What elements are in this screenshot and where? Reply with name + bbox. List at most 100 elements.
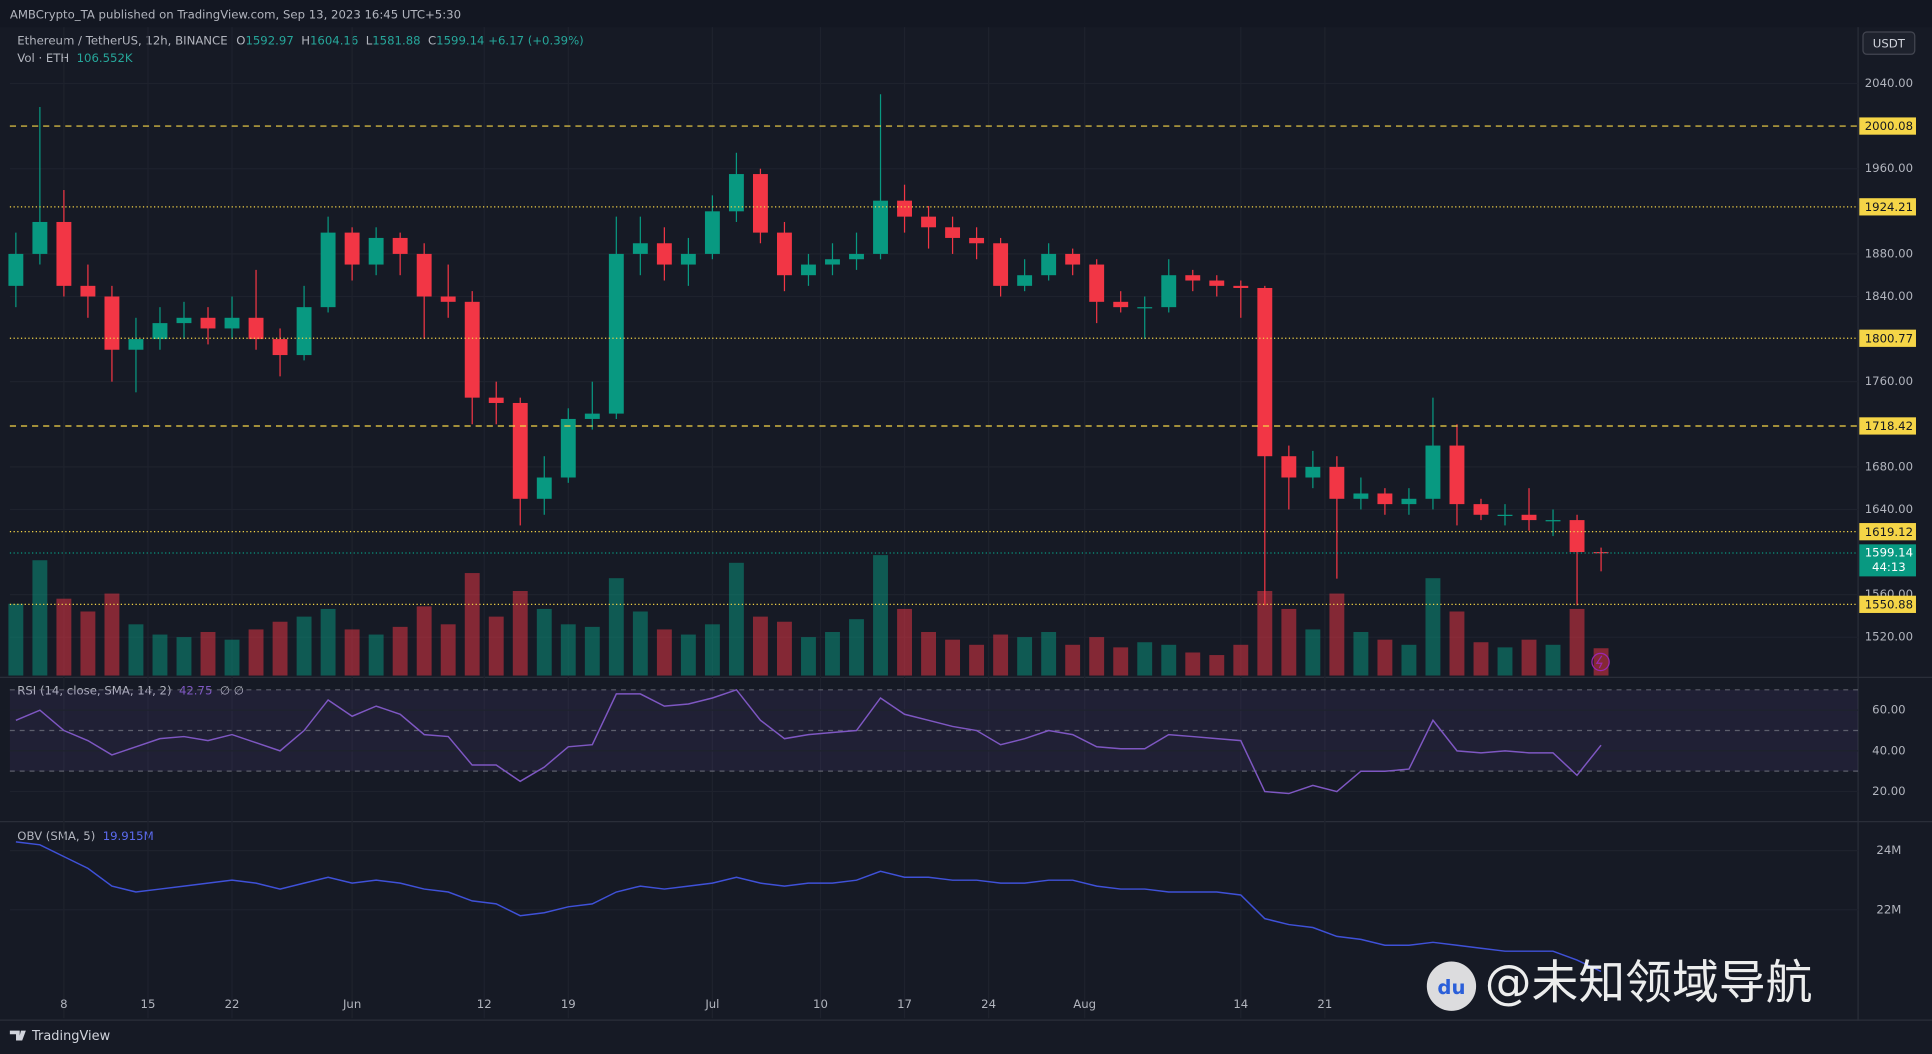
candle-body	[921, 216, 937, 228]
candle-body	[704, 211, 720, 254]
level-tag	[1859, 329, 1916, 347]
y-tick-label: 1520.00	[1865, 630, 1913, 644]
y-tick-label: 2040.00	[1865, 76, 1913, 90]
candle-body	[464, 301, 480, 398]
x-tick-label: 14	[1233, 997, 1248, 1011]
candle-body	[1593, 552, 1609, 554]
y-tick-label: 1760.00	[1865, 374, 1913, 388]
volume-bar	[801, 637, 816, 676]
x-tick-label: 24	[981, 997, 996, 1011]
ohlc-key: L	[366, 33, 373, 47]
volume-bar	[1209, 655, 1225, 676]
volume-bar	[849, 619, 864, 676]
x-tick-label: 21	[1317, 997, 1332, 1011]
volume-bar	[1473, 642, 1489, 676]
volume-bar	[56, 598, 72, 676]
candle-body	[104, 296, 120, 350]
volume-bar	[680, 634, 696, 676]
last-price-label: 1599.14	[1865, 545, 1913, 559]
candle-body	[1137, 307, 1153, 309]
candle-body	[1401, 498, 1417, 505]
volume-bar	[1065, 644, 1081, 676]
volume-bar	[752, 616, 768, 676]
candle-body	[296, 307, 312, 356]
level-tag	[1859, 198, 1916, 216]
alert-icon[interactable]	[1591, 652, 1610, 672]
rsi-legend: RSI (14, close, SMA, 14, 2) 42.75 ∅ ∅	[17, 683, 244, 697]
volume-bar	[1377, 639, 1393, 676]
volume-bar	[632, 611, 648, 676]
volume-title: Vol · ETH	[17, 50, 69, 64]
volume-bar	[344, 629, 360, 676]
y-tick-label: 22M	[1876, 902, 1901, 916]
candle-body	[1209, 280, 1225, 286]
volume-bar	[1017, 637, 1033, 676]
ohlc-key: C	[428, 33, 436, 47]
volume-bar	[704, 624, 720, 676]
volume-bar	[536, 608, 552, 676]
candle-body	[584, 413, 600, 419]
candle-body	[1497, 514, 1513, 517]
volume-bar	[1161, 644, 1177, 676]
level-label: 1619.12	[1865, 525, 1913, 539]
volume-bar	[464, 573, 480, 676]
volume-bar	[224, 639, 240, 676]
currency-button[interactable]	[1862, 31, 1916, 55]
top-bar	[0, 0, 1932, 28]
currency-label[interactable]: USDT	[1873, 36, 1906, 50]
countdown-label: 44:13	[1872, 560, 1906, 574]
volume-bar	[873, 555, 888, 676]
candle-body	[1065, 253, 1081, 265]
volume-bar	[728, 562, 744, 676]
level-tag	[1859, 417, 1916, 435]
candle-body	[440, 296, 456, 302]
volume-value: 106.552K	[77, 50, 133, 64]
volume-bar	[560, 624, 576, 676]
volume-bar	[80, 611, 96, 676]
volume-bar	[1521, 639, 1537, 676]
y-tick-label: 1880.00	[1865, 246, 1913, 260]
candle-body	[1041, 253, 1057, 276]
candle-body	[1569, 520, 1585, 553]
y-tick-label: 60.00	[1872, 703, 1905, 717]
volume-bar	[1449, 611, 1465, 676]
watermark: @未知领域导航	[1485, 957, 1813, 1011]
x-tick-label: Jul	[704, 997, 719, 1011]
x-tick-label: 19	[561, 997, 576, 1011]
volume-bar	[512, 590, 528, 676]
volume-bar	[921, 631, 937, 676]
volume-bar	[1305, 629, 1321, 676]
candle-body	[128, 339, 144, 350]
plot-area: 8 15 22 Jun 12 19 Jul 10 17 24 Aug 14 21 2040.00 1960.…	[8, 27, 1916, 1019]
candle-body	[777, 232, 792, 276]
candle-body	[825, 259, 840, 265]
ohlc-value: 1599.14 +6.17 (+0.39%)	[436, 33, 584, 47]
x-tick-label: 8	[60, 997, 67, 1011]
volume-bar	[945, 639, 961, 676]
candle-body	[512, 402, 528, 499]
last-price-tag	[1859, 544, 1916, 577]
candle-body	[1473, 504, 1489, 515]
volume-bar	[1401, 644, 1417, 676]
candle-body	[1257, 287, 1273, 457]
x-tick-label: 15	[141, 997, 156, 1011]
candle-body	[1233, 285, 1249, 288]
x-tick-label: Jun	[342, 997, 361, 1011]
candle-body	[56, 221, 72, 286]
y-tick-label: 24M	[1876, 843, 1901, 857]
volume-bar	[1089, 637, 1105, 676]
symbol-title: Ethereum / TetherUS, 12h, BINANCE	[17, 33, 227, 47]
candle-body	[1377, 493, 1393, 505]
candle-body	[752, 174, 768, 233]
candle-body	[873, 200, 888, 254]
candle-body	[32, 221, 48, 254]
candle-body	[945, 227, 961, 238]
y-tick-label: 20.00	[1872, 784, 1905, 798]
rsi-value: 42.75	[179, 683, 212, 697]
candle-body	[368, 237, 384, 265]
candle-body	[80, 285, 96, 297]
volume-bar	[969, 644, 985, 676]
candle-body	[224, 317, 240, 329]
volume-bar	[1257, 590, 1273, 676]
volume-bar	[440, 624, 456, 676]
